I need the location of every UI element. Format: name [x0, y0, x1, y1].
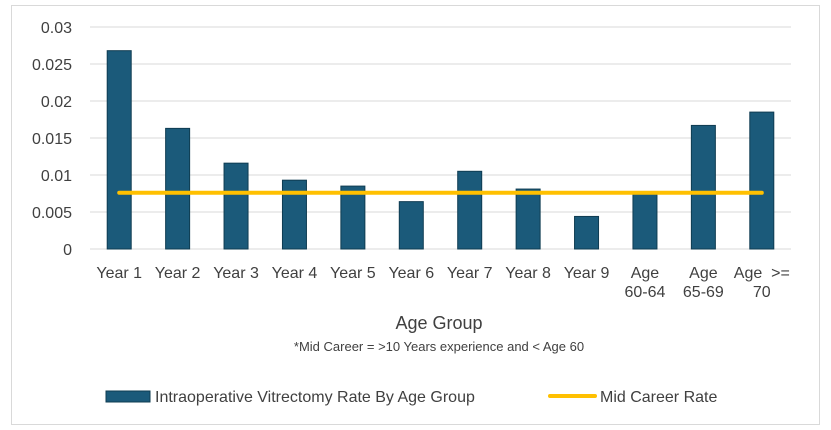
x-tick-label: Year 5: [330, 265, 376, 282]
y-axis-tick-labels: 0 0.005 0.01 0.015 0.02 0.025 0.03: [32, 20, 72, 259]
y-tick-label: 0.015: [32, 131, 72, 148]
x-tick-label: Year 2: [155, 265, 201, 282]
bar: [749, 111, 775, 250]
x-tick-label: Year 4: [272, 265, 318, 282]
legend-label-bar: Intraoperative Vitrectomy Rate By Age Gr…: [155, 389, 475, 406]
x-tick-label: Age: [631, 265, 660, 282]
y-tick-label: 0.03: [41, 20, 72, 37]
x-tick-label: Year 3: [213, 265, 259, 282]
bar: [223, 162, 249, 250]
bar: [690, 124, 716, 250]
x-tick-label: Year 8: [505, 265, 551, 282]
bar: [281, 179, 307, 250]
x-tick-label: 65-69: [683, 284, 724, 301]
bar: [340, 185, 366, 250]
y-tick-label: 0.02: [41, 94, 72, 111]
bar: [515, 188, 541, 250]
x-axis-tick-labels: Year 1 Year 2 Year 3 Year 4 Year 5 Year 6 Year…: [96, 265, 789, 301]
bar: [457, 170, 483, 250]
x-tick-label: Year 7: [447, 265, 493, 282]
x-tick-label: Year 6: [388, 265, 434, 282]
x-tick-label: Age: [689, 265, 718, 282]
bar: [574, 215, 600, 250]
legend-label-line: Mid Career Rate: [600, 389, 717, 406]
bar: [632, 193, 658, 250]
y-tick-label: 0: [63, 242, 72, 259]
x-tick-label: 60-64: [624, 284, 665, 301]
legend: Intraoperative Vitrectomy Rate By Age Gr…: [105, 389, 717, 406]
x-tick-label: Age >=: [734, 265, 790, 282]
gridlines: [90, 26, 791, 250]
x-axis-title: Age Group: [395, 313, 482, 333]
legend-swatch-bar: [105, 390, 151, 403]
x-tick-label: Year 1: [96, 265, 142, 282]
bar-series: [106, 50, 775, 250]
y-tick-label: 0.01: [41, 168, 72, 185]
bar: [106, 50, 132, 250]
bar: [165, 127, 191, 250]
footnote: *Mid Career = >10 Years experience and <…: [294, 339, 584, 354]
y-tick-label: 0.005: [32, 205, 72, 222]
x-tick-label: Year 9: [564, 265, 610, 282]
y-tick-label: 0.025: [32, 57, 72, 74]
x-tick-label: 70: [753, 284, 771, 301]
bar: [398, 201, 424, 250]
